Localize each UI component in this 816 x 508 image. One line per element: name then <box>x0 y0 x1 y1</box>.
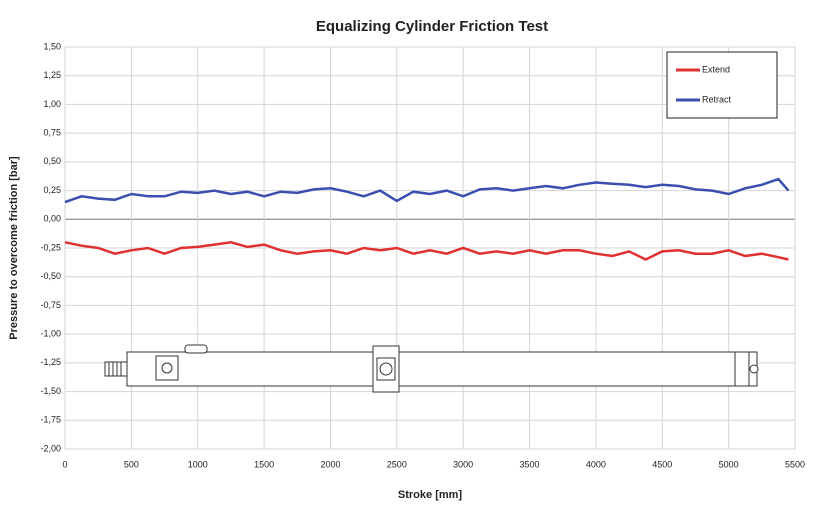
y-tick-label: -1,00 <box>40 329 61 339</box>
y-tick-label: 0,00 <box>43 214 61 224</box>
x-tick-label: 4500 <box>652 459 672 469</box>
x-tick-label: 2000 <box>320 459 340 469</box>
x-tick-label: 500 <box>124 459 139 469</box>
chart: Equalizing Cylinder Friction Test Stroke… <box>0 0 816 503</box>
y-tick-label: -2,00 <box>40 443 61 453</box>
x-tick-label: 1500 <box>254 459 274 469</box>
legend: Extend Retract <box>667 52 777 118</box>
x-tick-label: 4000 <box>586 459 606 469</box>
legend-label: Retract <box>702 94 732 104</box>
y-tick-label: 0,25 <box>43 185 61 195</box>
y-tick-label: 0,75 <box>43 128 61 138</box>
y-tick-label: 1,50 <box>43 41 61 51</box>
y-tick-label: -1,25 <box>40 357 61 367</box>
x-tick-label: 3000 <box>453 459 473 469</box>
x-tick-label: 0 <box>62 459 67 469</box>
chart-title: Equalizing Cylinder Friction Test <box>316 18 548 35</box>
x-tick-label: 5000 <box>719 459 739 469</box>
x-tick-label: 3500 <box>520 459 540 469</box>
legend-box <box>667 52 777 118</box>
y-tick-label: 1,00 <box>43 99 61 109</box>
x-axis-label: Stroke [mm] <box>398 489 463 501</box>
y-tick-label: -1,75 <box>40 415 61 425</box>
cylinder-drawing <box>105 345 758 392</box>
y-tick-label: -0,75 <box>40 300 61 310</box>
y-axis-label: Pressure to overcome friction [bar] <box>8 156 20 340</box>
y-tick-label: 1,25 <box>43 70 61 80</box>
y-tick-label: 0,50 <box>43 156 61 166</box>
x-tick-label: 1000 <box>188 459 208 469</box>
x-tick-label: 2500 <box>387 459 407 469</box>
y-tick-label: -0,50 <box>40 271 61 281</box>
x-tick-label: 5500 <box>785 459 805 469</box>
y-tick-label: -1,50 <box>40 386 61 396</box>
y-tick-label: -0,25 <box>40 242 61 252</box>
legend-label: Extend <box>702 64 730 74</box>
